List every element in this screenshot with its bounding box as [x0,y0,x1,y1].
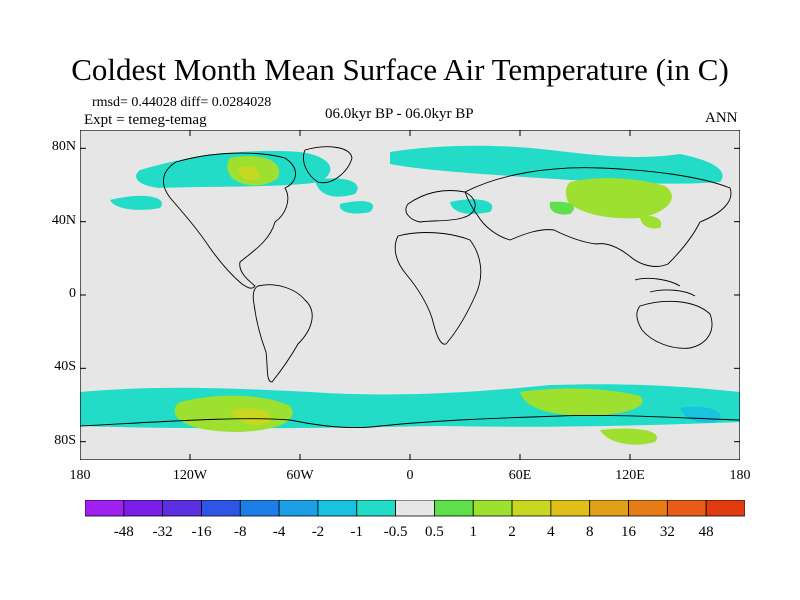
colorbar-label: -8 [234,524,247,540]
lon-tick-label: 0 [406,468,414,483]
colorbar-box [434,500,474,517]
lon-tick-label: 60E [508,468,532,483]
lat-tick-label: 40S [54,359,76,375]
lon-tick-label: 60W [286,468,314,483]
anomaly-patch-pacific [110,195,162,210]
colorbar-box [278,500,319,517]
lat-tick-label: 0 [69,286,76,301]
colorbar-label: -0.5 [384,524,408,540]
anomaly-patches [80,145,740,445]
colorbar-box [395,500,435,517]
experiment-line: Expt = temeg-temag [84,112,207,128]
colorbar-boxes [85,500,745,517]
colorbar-box [123,500,164,517]
longitude-ticks [80,130,740,460]
colorbar-box [628,500,668,517]
anomaly-patch-canada-yellow [238,166,259,180]
colorbar-label: 8 [586,524,594,540]
colorbar-box [511,500,552,517]
colorbar-box [239,500,280,517]
coast-north-america [163,152,296,289]
chart-title: Coldest Month Mean Surface Air Temperatu… [71,52,729,87]
colorbar-label: 2 [508,524,516,540]
colorbar-label: -1 [351,524,364,540]
lat-tick-label: 40N [51,212,76,228]
colorbar-labels: -48 -32 -16 -8 -4 -2 -1 -0.5 0.5 1 2 4 8 16 32 48 [114,524,714,540]
season-label: ANN [705,110,738,126]
coast-indonesia [634,277,696,297]
colorbar-label: 32 [660,524,675,540]
colorbar-box [162,500,202,517]
lon-tick-label: 180 [729,468,751,483]
anomaly-patch-siberia [565,178,672,219]
lon-tick-label: 120E [615,468,645,483]
colorbar: -48 -32 -16 -8 -4 -2 -1 -0.5 0.5 1 2 4 8 16 32 48 [85,500,745,540]
colorbar-box [472,500,513,517]
lat-tick-label: 80N [51,139,76,155]
coastlines [80,146,740,429]
coast-australia [636,300,713,349]
anomaly-patch-scandinavia [450,199,493,214]
colorbar-label: 1 [469,524,477,540]
latitude-ticks [80,147,740,443]
colorbar-box [201,500,241,517]
coast-south-america [252,284,313,383]
colorbar-box [589,500,629,517]
colorbar-label: -4 [273,524,286,540]
colorbar-label: -32 [153,524,173,540]
colorbar-label: 16 [621,524,637,540]
coast-europe [405,190,476,223]
stats-line: rmsd= 0.44028 diff= 0.0284028 [92,95,272,110]
colorbar-label: -16 [191,524,211,540]
coast-asia [464,167,732,267]
coast-greenland [303,146,353,184]
colorbar-box [317,500,358,517]
anomaly-patch-antarctic-green-far-east [600,428,657,445]
colorbar-box [550,500,591,517]
lon-tick-label: 120W [172,468,208,483]
map-plot [80,130,740,460]
anomaly-patch-antarctic-green-east [520,388,643,416]
anomaly-patch-central-asia [549,201,574,215]
colorbar-box [356,500,396,517]
anomaly-patch-arctic-2 [390,145,723,184]
colorbar-box [666,500,707,517]
colorbar-label: 48 [699,524,714,540]
colorbar-box [705,500,745,517]
colorbar-label: 0.5 [425,524,444,540]
period-label: 06.0kyr BP - 06.0kyr BP [325,106,474,122]
colorbar-label: -48 [114,524,134,540]
colorbar-label: 4 [547,524,555,540]
colorbar-label: -2 [312,524,325,540]
coast-africa [394,232,482,345]
anomaly-patch-antarctic-yellow [230,408,271,426]
lat-tick-label: 80S [54,432,76,448]
lon-tick-label: 180 [69,468,91,483]
anomaly-patch-east-asia [640,215,662,229]
coast-antarctica [80,415,740,429]
anomaly-patch-ne-atlantic [339,201,374,214]
colorbar-box [85,500,125,517]
